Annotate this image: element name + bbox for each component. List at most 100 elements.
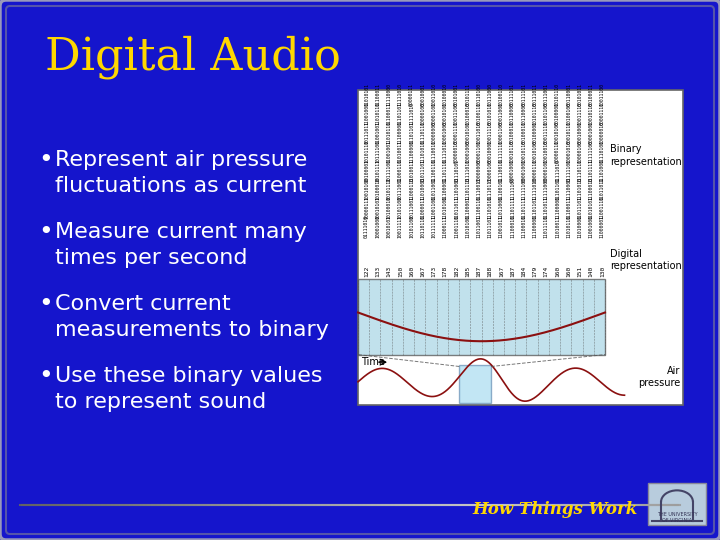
Text: 10001000: 10001000 (375, 215, 380, 238)
Text: 11101101: 11101101 (555, 178, 560, 200)
Text: 01111010: 01111010 (364, 215, 369, 238)
Text: 11011101: 11011101 (577, 197, 582, 219)
Text: 00010001: 00010001 (487, 140, 492, 163)
Text: 178: 178 (443, 266, 448, 277)
Text: 11100101: 11100101 (499, 178, 504, 200)
Text: 00000010: 00000010 (454, 140, 459, 163)
Text: 00010101: 00010101 (465, 121, 470, 144)
Text: 11100001: 11100001 (443, 178, 448, 200)
Text: 182: 182 (454, 266, 459, 277)
Text: 151: 151 (577, 266, 582, 277)
Text: 00000100: 00000100 (420, 102, 426, 125)
Text: 10100001: 10100001 (364, 159, 369, 181)
Text: 00001001: 00001001 (521, 159, 526, 181)
Text: 00000111: 00000111 (409, 83, 414, 106)
Text: 10111100: 10111100 (387, 159, 392, 181)
Text: 11011110: 11011110 (544, 215, 549, 238)
Text: 10111001: 10111001 (409, 197, 414, 219)
Text: 00010010: 00010010 (544, 140, 549, 163)
Text: 00001101: 00001101 (431, 102, 436, 125)
Text: 00100011: 00100011 (521, 121, 526, 144)
Text: 00011010: 00011010 (431, 83, 436, 106)
Text: 11111010: 11111010 (409, 102, 414, 125)
Text: 11101111: 11101111 (510, 197, 515, 219)
Text: 11100010: 11100010 (521, 215, 526, 238)
Text: 00010110: 00010110 (521, 140, 526, 163)
Text: 10101100: 10101100 (397, 197, 402, 219)
Text: 11001001: 11001001 (375, 121, 380, 144)
Text: 00101110: 00101110 (555, 83, 560, 106)
Text: 10000111: 10000111 (364, 197, 369, 219)
Text: 00010100: 00010100 (555, 121, 560, 144)
Text: 00001001: 00001001 (589, 121, 594, 144)
Text: 11010011: 11010011 (397, 140, 402, 163)
Text: 11100011: 11100011 (566, 197, 571, 219)
Text: 00100011: 00100011 (589, 83, 594, 106)
Text: 11010100: 11010100 (443, 197, 448, 219)
Text: 11100110: 11100110 (431, 159, 436, 181)
Text: 00110001: 00110001 (566, 83, 571, 106)
Text: 11110000: 11110000 (566, 178, 571, 200)
Text: 11000001: 11000001 (600, 215, 605, 238)
Text: 00000101: 00000101 (544, 159, 549, 181)
Text: 11100011: 11100011 (375, 83, 380, 106)
Text: 11110111: 11110111 (420, 121, 426, 144)
Text: 10111111: 10111111 (431, 215, 436, 238)
Text: 00000010: 00000010 (600, 121, 605, 144)
Text: 11100000: 11100000 (555, 197, 560, 219)
Text: 11010101: 11010101 (589, 197, 594, 219)
Text: 00011111: 00011111 (544, 121, 549, 144)
Text: 00100001: 00100001 (555, 102, 560, 125)
Text: 11011001: 11011001 (431, 178, 436, 200)
Text: 11110010: 11110010 (499, 159, 504, 181)
Text: 160: 160 (555, 266, 560, 277)
Text: 11001110: 11001110 (600, 197, 605, 219)
Text: 140: 140 (589, 266, 594, 277)
Text: 11110111: 11110111 (577, 159, 582, 181)
Text: 11010011: 11010011 (555, 215, 560, 238)
Text: 11011011: 11011011 (600, 178, 605, 200)
Text: 00000100: 00000100 (577, 140, 582, 163)
Text: 00101100: 00101100 (544, 102, 549, 125)
Text: 10101111: 10101111 (375, 159, 380, 181)
Text: 11110011: 11110011 (431, 140, 436, 163)
Text: 11111100: 11111100 (589, 140, 594, 163)
Text: 10010101: 10010101 (375, 197, 380, 219)
Text: 00010001: 00010001 (577, 121, 582, 144)
Text: 11011011: 11011011 (454, 197, 459, 219)
Text: 11100010: 11100010 (510, 215, 515, 238)
Text: 11110011: 11110011 (477, 178, 482, 200)
Text: Digital Audio: Digital Audio (45, 35, 341, 79)
Text: 11010110: 11010110 (375, 102, 380, 125)
Text: 184: 184 (521, 266, 526, 277)
Text: 00010101: 00010101 (443, 102, 448, 125)
Text: 11010000: 11010000 (420, 178, 426, 200)
Text: 11010011: 11010011 (409, 159, 414, 181)
Text: 00111011: 00111011 (533, 83, 538, 106)
Text: 11010110: 11010110 (387, 121, 392, 144)
Text: 11100110: 11100110 (477, 197, 482, 219)
Text: 10011111: 10011111 (397, 215, 402, 238)
Text: 11010000: 11010000 (577, 215, 582, 238)
Text: Time: Time (361, 357, 385, 367)
Text: 00000100: 00000100 (487, 159, 492, 181)
Text: 00011110: 00011110 (577, 102, 582, 125)
Text: 11000011: 11000011 (420, 197, 426, 219)
Text: 10111001: 10111001 (397, 178, 402, 200)
Text: 00101011: 00101011 (577, 83, 582, 106)
Text: 11101000: 11101000 (600, 159, 605, 181)
Text: 143: 143 (387, 266, 392, 277)
Text: 11101101: 11101101 (409, 121, 414, 144)
Text: Binary
representation: Binary representation (610, 144, 682, 167)
Text: 185: 185 (465, 266, 470, 277)
Text: 11001011: 11001011 (499, 215, 504, 238)
Text: 00001101: 00001101 (477, 140, 482, 163)
Text: 11100011: 11100011 (387, 102, 392, 125)
Text: 174: 174 (544, 266, 549, 277)
Text: Air
pressure: Air pressure (638, 366, 680, 388)
Text: 00011100: 00011100 (454, 102, 459, 125)
Text: 11111010: 11111010 (555, 159, 560, 181)
Text: 160: 160 (409, 266, 414, 277)
Text: 11011001: 11011001 (477, 215, 482, 238)
Text: 11101110: 11101110 (465, 178, 470, 200)
